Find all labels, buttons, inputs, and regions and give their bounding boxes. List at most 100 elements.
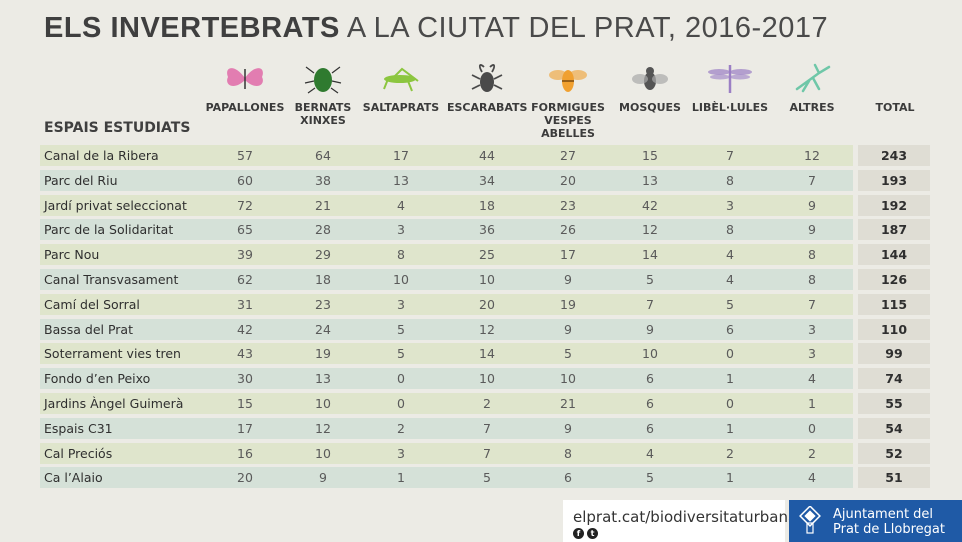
- row-total: 55: [885, 395, 903, 411]
- table-cell: 3: [397, 222, 405, 238]
- table-cell: 9: [808, 197, 816, 213]
- column-icons: [0, 60, 962, 100]
- facebook-icon[interactable]: f: [573, 528, 584, 539]
- row-label: Parc de la Solidaritat: [44, 222, 174, 238]
- table-cell: 5: [397, 346, 405, 362]
- column-header: MOSQUES: [619, 101, 681, 114]
- table-cell: 9: [564, 420, 572, 436]
- table-row: Parc de la Solidaritat 65 28 3 36 26 12 8 9 187: [40, 219, 930, 241]
- table-cell: 6: [646, 395, 654, 411]
- coat-of-arms-icon: [799, 506, 821, 534]
- row-label: Cal Preciós: [44, 445, 113, 461]
- table-cell: 17: [393, 148, 409, 163]
- row-total: 110: [880, 321, 908, 337]
- table-cell: 12: [642, 222, 658, 238]
- table-cell: 6: [726, 321, 734, 337]
- table-cell: 20: [479, 296, 495, 312]
- row-label: Fondo d’en Peixo: [44, 371, 151, 387]
- table-cell: 20: [560, 172, 576, 188]
- table-cell: 17: [560, 247, 576, 263]
- table-cell: 21: [560, 395, 576, 411]
- table-cell: 13: [393, 172, 409, 188]
- table-cell: 3: [726, 197, 734, 213]
- table-cell: 8: [397, 247, 405, 263]
- row-total: 115: [880, 296, 908, 312]
- org-name: Ajuntament del Prat de Llobregat: [833, 507, 945, 537]
- table-cell: 44: [479, 148, 495, 163]
- table-cell: 19: [560, 296, 576, 312]
- table-cell: 64: [315, 148, 331, 163]
- twitter-icon[interactable]: t: [587, 528, 598, 539]
- bee-icon: [543, 60, 593, 96]
- table-row: Jardí privat seleccionat 72 21 4 18 23 42 3 9 192: [40, 194, 930, 216]
- table-row: Canal de la Ribera 57 64 17 44 27 15 7 12 243: [40, 145, 930, 166]
- table-cell: 17: [237, 420, 253, 436]
- row-label: Ca l’Alaio: [44, 470, 103, 486]
- table-cell: 12: [315, 420, 331, 436]
- table-cell: 13: [315, 371, 331, 387]
- row-label: Camí del Sorral: [44, 296, 140, 312]
- table-cell: 14: [642, 247, 658, 263]
- table-row: Espais C31 17 12 2 7 9 6 1 0 54: [40, 417, 930, 439]
- table-cell: 18: [479, 197, 495, 213]
- website-link[interactable]: elprat.cat/biodiversitaturbana: [573, 508, 798, 526]
- row-total: 192: [880, 197, 908, 213]
- table-cell: 6: [564, 470, 572, 486]
- table-cell: 1: [726, 420, 734, 436]
- table-cell: 28: [315, 222, 331, 238]
- table-cell: 60: [237, 172, 253, 188]
- table-cell: 4: [808, 371, 816, 387]
- table-cell: 10: [479, 271, 495, 287]
- table-cell: 13: [642, 172, 658, 188]
- table-cell: 3: [397, 445, 405, 461]
- table-cell: 0: [726, 395, 734, 411]
- table-cell: 9: [808, 222, 816, 238]
- table-cell: 8: [726, 172, 734, 188]
- table-cell: 8: [808, 247, 816, 263]
- row-label: Jardins Àngel Guimerà: [44, 395, 184, 411]
- column-header: ALTRES: [789, 101, 835, 114]
- table-row: Parc del Riu 60 38 13 34 20 13 8 7 193: [40, 169, 930, 191]
- row-total: 74: [885, 371, 903, 387]
- table-cell: 4: [808, 470, 816, 486]
- column-header: PAPALLONES: [205, 101, 285, 114]
- table-cell: 27: [560, 148, 576, 163]
- table-cell: 8: [564, 445, 572, 461]
- table-cell: 36: [479, 222, 495, 238]
- table-cell: 57: [237, 148, 253, 163]
- table-cell: 7: [726, 148, 734, 163]
- social-icons: f t: [573, 528, 598, 539]
- table-row: Soterrament vies tren 43 19 5 14 5 10 0 3 99: [40, 343, 930, 365]
- row-total: 51: [885, 470, 903, 486]
- table-cell: 1: [726, 470, 734, 486]
- column-header: FORMIGUES VESPES ABELLES: [531, 101, 605, 140]
- row-label: Espais C31: [44, 420, 113, 436]
- table-cell: 2: [483, 395, 491, 411]
- table-cell: 65: [237, 222, 253, 238]
- table-cell: 12: [479, 321, 495, 337]
- row-label: Canal Transvasament: [44, 271, 179, 287]
- table-row: Parc Nou 39 29 8 25 17 14 4 8 144: [40, 244, 930, 266]
- row-label: Canal de la Ribera: [44, 148, 159, 163]
- row-total: 99: [885, 346, 903, 362]
- table-cell: 39: [237, 247, 253, 263]
- grasshopper-icon: [376, 60, 426, 96]
- table-cell: 21: [315, 197, 331, 213]
- column-header: ESCARABATS: [447, 101, 528, 114]
- table-cell: 7: [808, 172, 816, 188]
- row-label: Parc del Riu: [44, 172, 118, 188]
- table-cell: 9: [564, 271, 572, 287]
- total-header: TOTAL: [875, 101, 915, 114]
- table-cell: 3: [808, 346, 816, 362]
- table-cell: 16: [237, 445, 253, 461]
- title-bold: ELS INVERTEBRATS: [44, 12, 340, 44]
- table-cell: 0: [397, 395, 405, 411]
- table-cell: 20: [237, 470, 253, 486]
- table-cell: 10: [560, 371, 576, 387]
- row-label: Soterrament vies tren: [44, 346, 181, 362]
- table-cell: 5: [646, 470, 654, 486]
- table-cell: 14: [479, 346, 495, 362]
- column-header: BERNATS XINXES: [294, 101, 352, 127]
- stag-beetle-icon: [462, 60, 512, 96]
- table-cell: 43: [237, 346, 253, 362]
